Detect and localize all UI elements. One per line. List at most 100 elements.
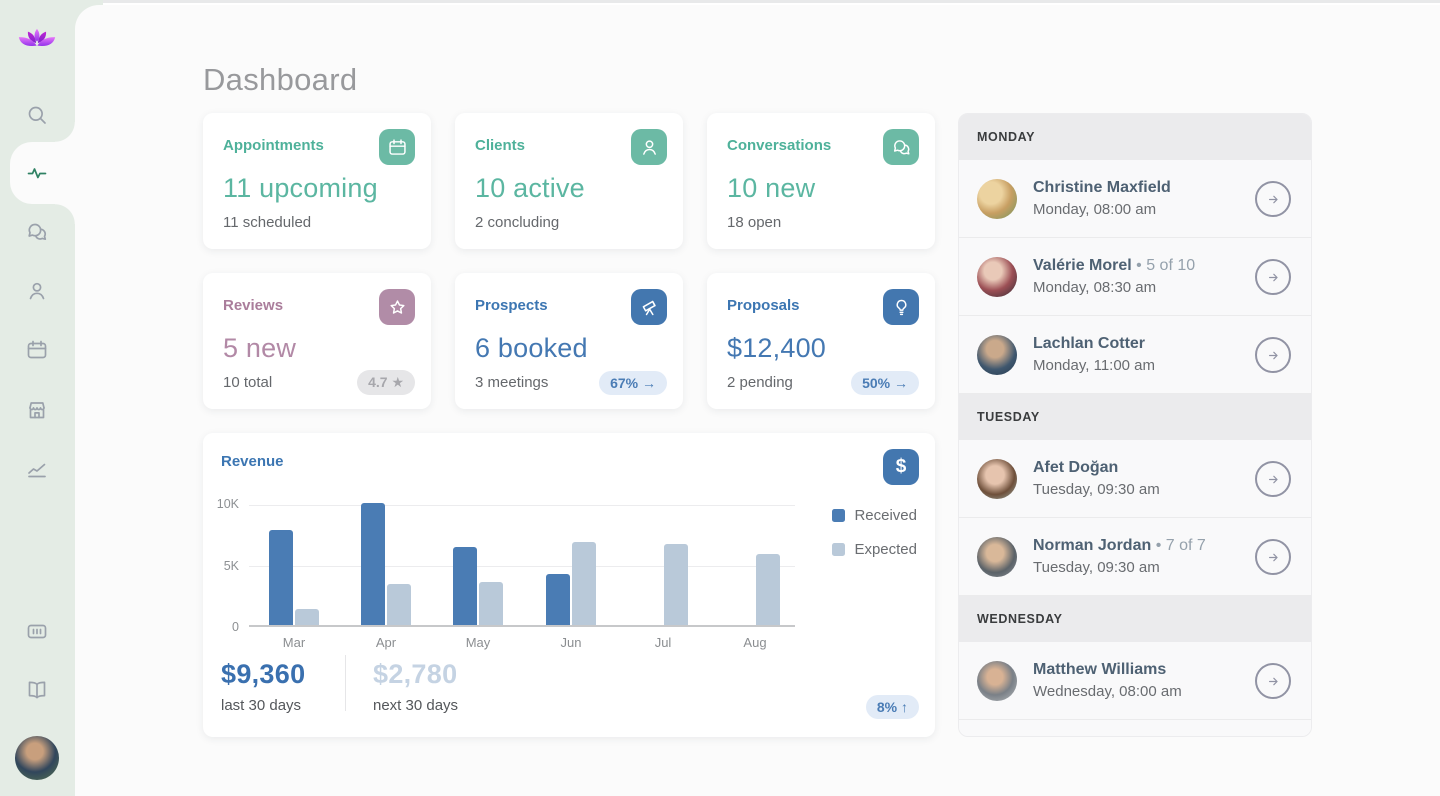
growth-badge: 8% ↑ [865,695,919,719]
sidebar-item-activity[interactable] [10,122,75,224]
x-tick-label: Apr [375,635,397,650]
expected-bar [572,542,596,625]
schedule-panel: MONDAY Christine Maxfield Monday, 08:00 am… [958,113,1312,737]
schedule-overflow-row [959,720,1311,736]
schedule-row[interactable]: Valérie Morel • 5 of 10 Monday, 08:30 am [959,238,1311,316]
legend-label: Expected [854,541,917,558]
schedule-row[interactable]: Lachlan Cotter Monday, 11:00 am [959,316,1311,394]
y-tick-label: 5K [223,559,239,573]
revenue-bar-chart [249,503,795,627]
card-secondary-stat: 18 open [727,214,782,231]
client-name: Afet Doğan [1033,459,1119,476]
card-appointments[interactable]: Appointments 11 upcoming 11 scheduled [203,113,431,249]
bar-group-mar [269,505,319,625]
bar-group-jul [638,505,688,625]
schedule-row-text: Matthew Williams Wednesday, 08:00 am [1033,661,1182,700]
lightbulb-icon [883,289,919,325]
bar-group-may [453,505,503,625]
expected-bar [664,544,688,625]
schedule-row[interactable]: Norman Jordan • 7 of 7 Tuesday, 09:30 am [959,518,1311,596]
received-bar [269,530,293,625]
client-name: Norman Jordan • 7 of 7 [1033,537,1206,554]
card-secondary-stat: 10 total [223,374,273,391]
day-header-monday: MONDAY [959,114,1311,160]
schedule-row-text: Afet Doğan Tuesday, 09:30 am [1033,459,1160,498]
x-tick-label: Mar [282,635,306,650]
legend-label: Received [854,507,917,524]
conversations-icon [883,129,919,165]
avatar [977,256,1017,297]
sidebar-item-conversations[interactable] [25,220,49,244]
received-bar [546,574,570,625]
client-name: Valérie Morel • 5 of 10 [1033,257,1196,274]
chart-x-axis: Mar Apr May Jun Jul Aug [249,635,795,653]
expected-bar [756,554,780,625]
open-appointment-button[interactable] [1255,663,1291,699]
card-primary-stat: 10 active [475,173,585,203]
card-proposals[interactable]: Proposals $12,400 2 pending 50% → [707,273,935,409]
revenue-title: Revenue [221,453,284,470]
schedule-row-text: Lachlan Cotter Monday, 11:00 am [1033,335,1155,374]
open-appointment-button[interactable] [1255,259,1291,295]
card-primary-stat: $12,400 [727,333,826,363]
card-reviews[interactable]: Reviews 5 new 10 total 4.7 ★ [203,273,431,409]
sidebar-item-calendar[interactable] [25,338,49,362]
appointment-time: Monday, 08:00 am [1033,201,1157,218]
card-prospects[interactable]: Prospects 6 booked 3 meetings 67% → [455,273,683,409]
page-title: Dashboard [203,62,358,97]
avatar [977,660,1017,701]
card-badge: 67% → [599,371,667,395]
card-primary-stat: 6 booked [475,333,588,363]
sidebar-item-analytics[interactable] [25,457,49,481]
lotus-logo-icon[interactable] [17,28,57,58]
received-summary: $9,360 last 30 days [221,659,305,714]
sidebar [0,0,75,796]
calendar-icon [379,129,415,165]
card-title: Clients [475,137,526,154]
schedule-row-text: Christine Maxfield Monday, 08:00 am [1033,179,1171,218]
expected-bar [387,584,411,625]
client-name: Lachlan Cotter [1033,335,1146,352]
card-primary-stat: 11 upcoming [223,173,378,203]
schedule-row[interactable]: Christine Maxfield Monday, 08:00 am [959,160,1311,238]
telescope-icon [631,289,667,325]
appointment-time: Monday, 11:00 am [1033,357,1156,374]
appointment-time: Wednesday, 08:00 am [1033,683,1182,700]
expected-bar [479,582,503,625]
card-clients[interactable]: Clients 10 active 2 concluding [455,113,683,249]
appointment-time: Tuesday, 09:30 am [1033,481,1160,498]
schedule-row[interactable]: Afet Doğan Tuesday, 09:30 am [959,440,1311,518]
sidebar-item-terminal[interactable] [25,619,49,643]
expected-amount: $2,780 [373,659,458,689]
card-secondary-stat: 11 scheduled [223,214,312,231]
bar-group-apr [361,503,411,625]
chart-legend: Received Expected [832,507,917,575]
expected-swatch [832,543,846,556]
window-top-edge [103,0,1440,3]
open-appointment-button[interactable] [1255,181,1291,217]
card-conversations[interactable]: Conversations 10 new 18 open [707,113,935,249]
client-name: Christine Maxfield [1033,179,1171,196]
day-header-wednesday: WEDNESDAY [959,596,1311,642]
dollar-icon: $ [883,449,919,485]
x-tick-label: Aug [743,635,767,650]
sidebar-item-library[interactable] [25,678,49,702]
sidebar-item-search[interactable] [25,103,49,127]
received-bar [453,547,477,625]
sidebar-item-clients[interactable] [25,279,49,303]
schedule-row[interactable]: Matthew Williams Wednesday, 08:00 am [959,642,1311,720]
y-tick-label: 10K [216,497,239,511]
received-bar [361,503,385,625]
user-avatar[interactable] [15,736,59,780]
bar-group-aug [730,505,780,625]
open-appointment-button[interactable] [1255,461,1291,497]
open-appointment-button[interactable] [1255,539,1291,575]
expected-label: next 30 days [373,697,459,714]
open-appointment-button[interactable] [1255,337,1291,373]
stat-cards-grid: Appointments 11 upcoming 11 scheduled Clien… [203,113,935,409]
x-tick-label: May [465,635,491,650]
schedule-row-text: Norman Jordan • 7 of 7 Tuesday, 09:30 am [1033,537,1206,576]
avatar [977,458,1017,499]
sidebar-item-store[interactable] [25,398,49,422]
card-primary-stat: 5 new [223,333,297,363]
